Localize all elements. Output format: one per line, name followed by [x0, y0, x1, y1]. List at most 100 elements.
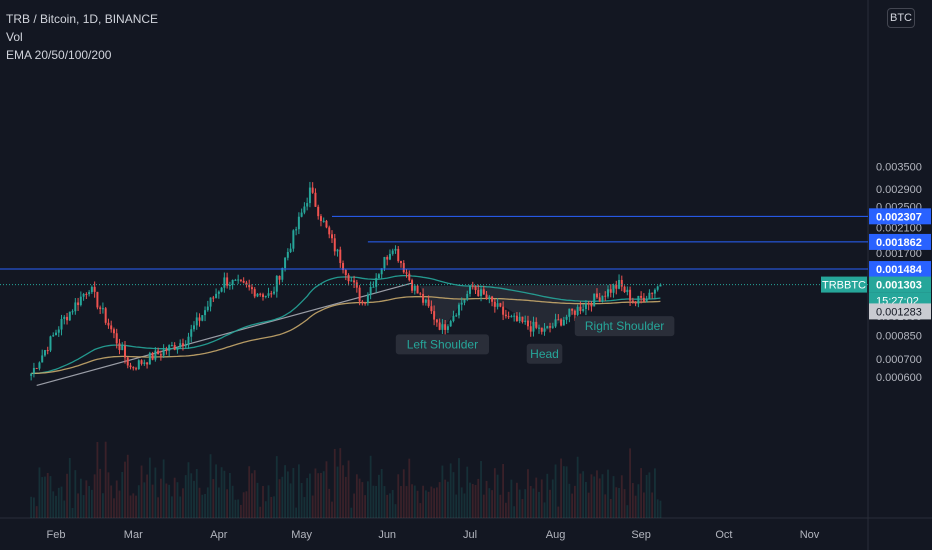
candle-body [30, 373, 33, 376]
candle [204, 306, 207, 322]
candle-body [513, 315, 516, 317]
time-axis: Feb Mar Apr May Jun Jul Aug Sep Oct Nov [47, 529, 820, 541]
candle-body [350, 280, 353, 282]
candle-body [626, 289, 629, 293]
candle [584, 300, 587, 316]
candle [344, 268, 347, 281]
candle [372, 281, 375, 288]
candle-body [124, 345, 126, 358]
candle [521, 316, 524, 324]
candle [554, 313, 557, 328]
candle [43, 349, 46, 357]
candle-body [620, 279, 623, 287]
volume-bar [458, 458, 460, 518]
candle-body [151, 352, 154, 360]
ema-tan-line [31, 295, 661, 375]
candle [328, 225, 331, 239]
candle [226, 272, 229, 289]
candle-body [220, 287, 223, 292]
candle-body [270, 293, 273, 295]
candle-body [314, 192, 317, 207]
symbol-line[interactable]: TRB / Bitcoin, 1D, BINANCE [6, 12, 159, 26]
volume-bar [55, 495, 57, 518]
candle-body [154, 350, 157, 360]
price-tick-label: 0.003500 [876, 162, 922, 174]
candle [607, 285, 609, 299]
candle-body [339, 249, 342, 264]
candle [339, 246, 342, 268]
candle-body [474, 286, 477, 291]
volume-bar [427, 491, 430, 518]
candle-body [629, 289, 632, 301]
candle [402, 260, 405, 274]
candle [438, 318, 441, 331]
currency-badge[interactable]: BTC [887, 8, 915, 28]
symbol-tag: TRBBTC [822, 280, 866, 292]
candle-body [485, 294, 488, 299]
pattern-annotation: Left Shoulder [407, 337, 478, 351]
candle-body [568, 308, 571, 317]
candle [601, 295, 604, 303]
volume-bar [135, 495, 137, 518]
volume-bar [102, 493, 104, 518]
candle-body [328, 227, 331, 235]
candle-body [344, 270, 347, 275]
time-tick-label: Feb [47, 529, 66, 541]
candle [289, 243, 292, 253]
candle [79, 291, 82, 307]
volume-bar [300, 483, 303, 518]
candle-body [273, 291, 276, 294]
candle [568, 308, 571, 323]
candle-body [493, 301, 496, 307]
time-tick-label: Jul [463, 529, 477, 541]
volume-indicator-label[interactable]: Vol [6, 30, 23, 44]
candle [38, 361, 41, 371]
candle [195, 312, 198, 330]
volume-bar [424, 490, 427, 518]
candle-body [659, 284, 662, 287]
candle [278, 275, 281, 285]
candle [366, 292, 369, 306]
volume-bar [518, 489, 521, 518]
candle [482, 285, 485, 295]
volume-bar [372, 485, 375, 518]
candle-body [137, 360, 140, 370]
volume-bar [35, 506, 38, 518]
candle-body [104, 308, 107, 323]
volume-bar [411, 484, 413, 518]
volume-bar [598, 478, 601, 518]
candle [380, 268, 383, 280]
level-price-label-bg [869, 261, 931, 278]
candle [55, 329, 57, 336]
candle [60, 314, 63, 336]
candle-body [557, 319, 560, 321]
candle [112, 327, 115, 339]
candle-body [538, 327, 540, 329]
candle-body [353, 280, 356, 283]
candle-body [135, 368, 138, 370]
candle [587, 300, 590, 311]
candle [394, 245, 397, 254]
head-and-shoulders-shape [419, 284, 621, 332]
candle [32, 362, 35, 378]
candle-body [416, 285, 419, 294]
candle-body [532, 321, 535, 332]
candle [626, 286, 629, 296]
candle-body [377, 274, 380, 279]
candle-body [79, 296, 82, 306]
candle-body [295, 229, 298, 231]
candle [256, 293, 259, 298]
volume-bar [562, 466, 565, 518]
ema-indicator-label[interactable]: EMA 20/50/100/200 [6, 48, 112, 62]
candle [110, 320, 113, 333]
candle-body [411, 280, 414, 291]
candle-body [77, 302, 80, 306]
candle-body [438, 322, 441, 330]
candle [634, 301, 637, 307]
annotation-bg [526, 343, 563, 364]
candle-body [300, 212, 303, 217]
volume-bar [380, 469, 383, 518]
volume-bar [369, 455, 372, 518]
